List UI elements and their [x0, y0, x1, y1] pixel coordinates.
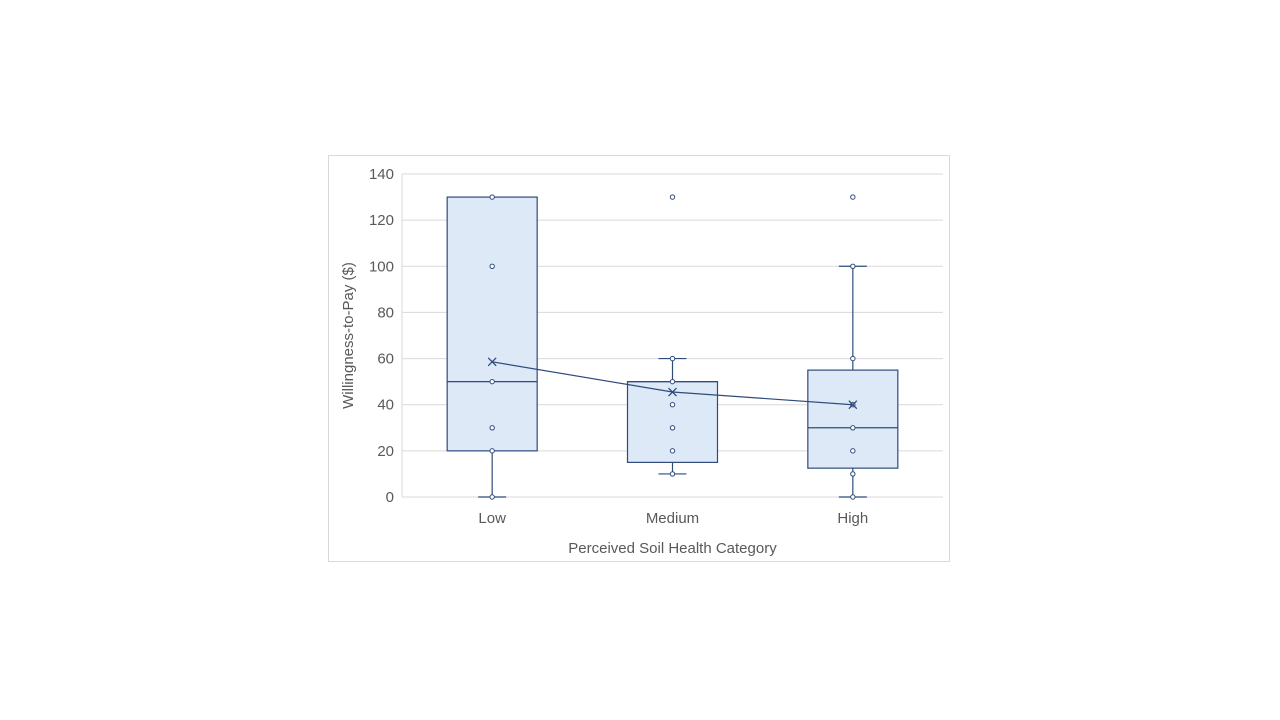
y-tick-label: 120	[369, 212, 394, 229]
data-point	[850, 448, 856, 454]
outlier-point	[669, 194, 676, 200]
y-tick-label: 140	[369, 166, 394, 183]
mean-marker	[487, 357, 497, 367]
data-point	[850, 494, 856, 500]
mean-marker	[848, 400, 858, 410]
y-tick-label: 40	[377, 397, 394, 414]
data-point	[669, 448, 676, 454]
y-tick-label: 60	[377, 351, 394, 368]
box-plot-chart: 0 20 40 60 80 100 120 140 Low Medium High Perceived…	[340, 166, 943, 557]
data-point	[669, 471, 676, 477]
data-point	[489, 448, 495, 454]
data-point	[489, 425, 495, 431]
data-point	[489, 263, 495, 269]
outlier-point	[850, 194, 856, 200]
chart-frame: 0 20 40 60 80 100 120 140 Low Medium High Perceived…	[328, 155, 950, 562]
data-point	[669, 355, 676, 362]
data-point	[669, 378, 676, 385]
data-point	[850, 355, 856, 362]
data-point	[850, 263, 856, 269]
box-low	[446, 196, 538, 452]
data-point	[489, 494, 495, 500]
y-axis-title: Willingness-to-Pay ($)	[340, 262, 357, 409]
x-tick-label: Low	[478, 510, 506, 527]
mean-marker	[668, 387, 677, 397]
y-tick-label: 20	[377, 443, 394, 460]
y-tick-label: 100	[369, 258, 394, 275]
data-point	[489, 378, 495, 385]
data-point	[489, 194, 495, 200]
data-point	[669, 402, 676, 408]
x-tick-label: Medium	[646, 510, 699, 527]
data-point	[669, 425, 676, 431]
data-point	[850, 471, 856, 477]
x-tick-label: High	[837, 510, 868, 527]
data-point	[850, 425, 856, 431]
y-tick-label: 0	[386, 489, 394, 506]
y-tick-label: 80	[377, 304, 394, 321]
x-axis-title: Perceived Soil Health Category	[568, 540, 777, 557]
